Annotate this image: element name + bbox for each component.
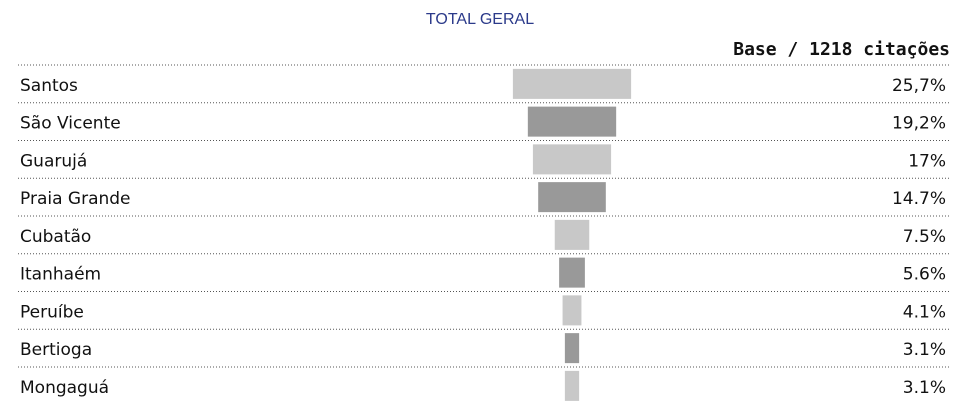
category-label: Cubatão <box>20 227 91 247</box>
value-label: 14.7% <box>892 189 946 209</box>
bar <box>559 257 585 288</box>
value-label: 4.1% <box>903 302 946 322</box>
category-label: Santos <box>20 76 78 96</box>
bar <box>564 333 580 364</box>
value-label: 19,2% <box>892 114 946 134</box>
bar <box>512 68 632 99</box>
category-label: Peruíbe <box>20 302 84 322</box>
value-label: 7.5% <box>903 227 946 247</box>
value-label: 5.6% <box>903 265 946 285</box>
value-label: 3.1% <box>903 378 946 398</box>
value-label: 17% <box>908 151 946 171</box>
bar <box>554 219 590 250</box>
value-label: 25,7% <box>892 76 946 96</box>
bar <box>527 106 617 137</box>
chart-subtitle: Base / 1218 citações <box>733 39 950 60</box>
category-label: Praia Grande <box>20 189 131 209</box>
bar <box>538 182 606 213</box>
category-label: São Vicente <box>20 114 121 134</box>
category-label: Bertioga <box>20 340 92 360</box>
bar <box>562 295 582 326</box>
category-label: Mongaguá <box>20 378 109 398</box>
chart-title: TOTAL GERAL <box>426 11 534 28</box>
category-label: Itanhaém <box>20 265 101 285</box>
category-label: Guarujá <box>20 151 87 171</box>
bar <box>532 144 612 175</box>
bar <box>564 370 580 401</box>
value-label: 3.1% <box>903 340 946 360</box>
